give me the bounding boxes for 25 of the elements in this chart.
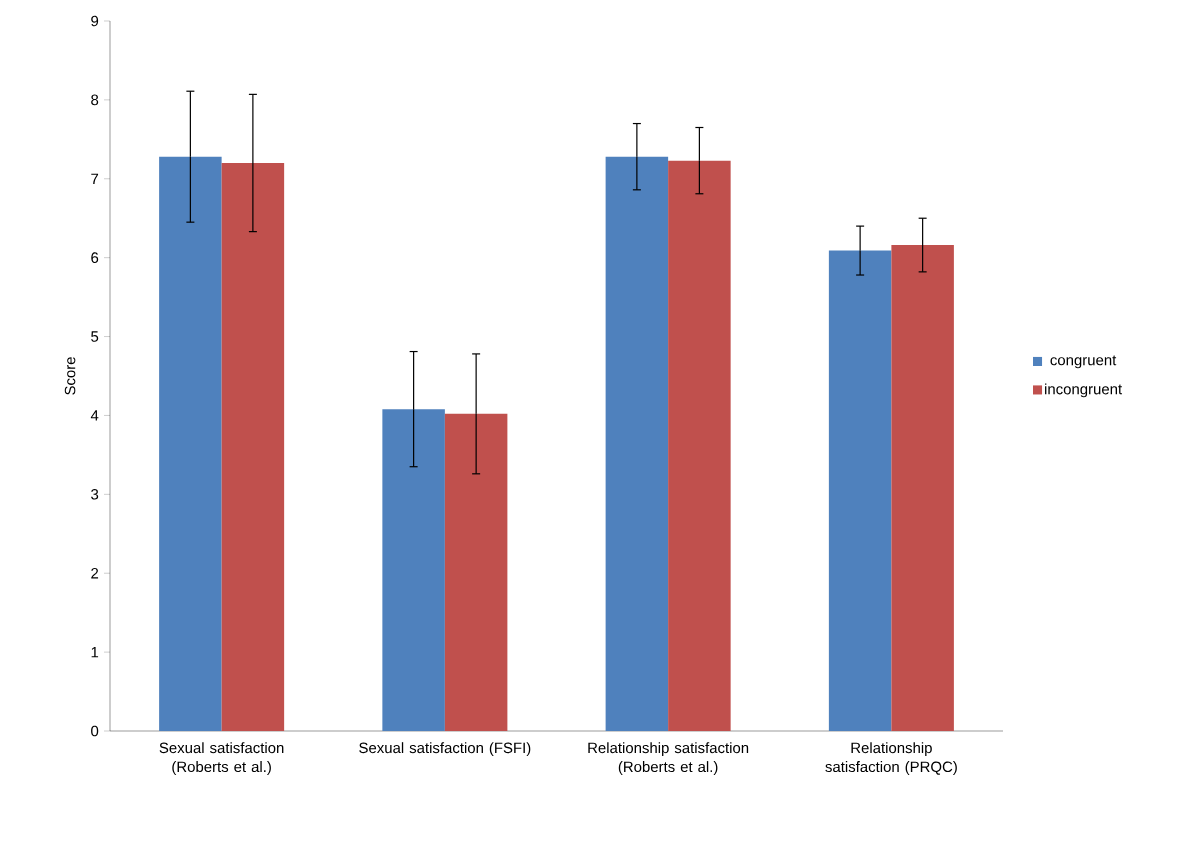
y-axis-title: Score [64, 357, 76, 395]
y-tick-label: 7 [91, 173, 99, 184]
y-tick-label: 4 [90, 410, 99, 421]
y-tick-label: 3 [91, 489, 99, 500]
y-tick-label: 8 [91, 94, 99, 106]
x-tick-label: Sexual satisfaction (FSFI) [359, 742, 531, 757]
y-tick-label: 1 [91, 646, 99, 658]
x-tick-label: Relationship satisfaction (Roberts et al.) [588, 742, 749, 776]
bar [828, 250, 892, 731]
bar [444, 413, 508, 731]
y-tick-label: 2 [91, 568, 99, 579]
legend-label: incongruent [1045, 383, 1123, 398]
y-tick-label: 5 [91, 331, 99, 342]
x-tick-label: Sexual satisfaction (Roberts et al.) [159, 742, 284, 776]
bar [221, 163, 285, 731]
y-tick-label: 6 [91, 252, 99, 263]
bar [382, 409, 445, 731]
y-tick-label: 0 [91, 725, 99, 737]
bar [605, 156, 669, 731]
bar [668, 160, 731, 731]
bar [159, 156, 222, 731]
legend-label: congruent [1050, 355, 1117, 369]
x-tick-label: Relationship satisfaction (PRQC) [825, 742, 957, 776]
bar [891, 245, 954, 731]
y-tick-label: 9 [91, 15, 99, 27]
